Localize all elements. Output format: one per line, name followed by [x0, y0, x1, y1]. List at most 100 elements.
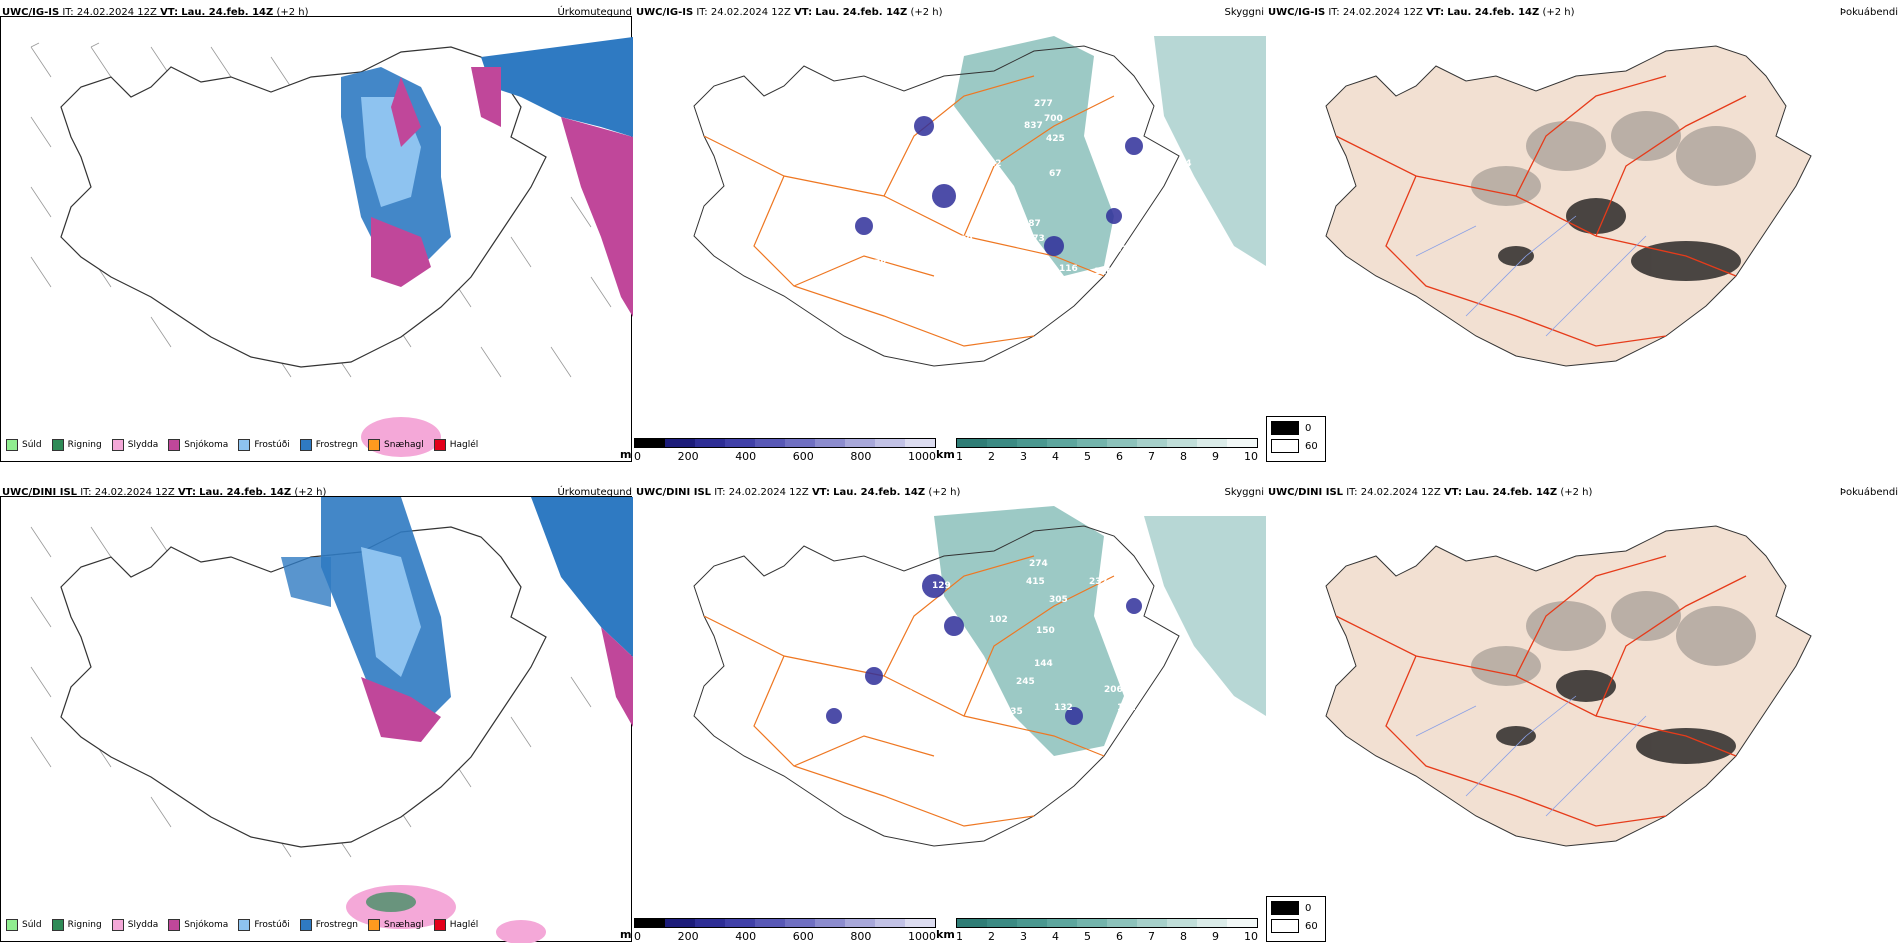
precip-map[interactable] — [0, 496, 633, 944]
ceiling-label: 116 — [1059, 264, 1078, 274]
precip-map[interactable] — [0, 16, 633, 462]
ceiling-label: 267 — [1122, 109, 1141, 119]
legend-item: Frostregn — [299, 919, 358, 931]
ceiling-label: 122 — [892, 601, 911, 611]
ceiling-label: 173 — [1026, 234, 1045, 244]
rivers — [1415, 695, 1647, 817]
iceland-outline — [693, 525, 1180, 847]
panel-header: UWC/DINI ISL IT: 24.02.2024 12Z VT: Lau.… — [1268, 487, 1898, 498]
legend-item: Slydda — [111, 919, 158, 931]
ceiling-label: 385 — [1156, 615, 1175, 625]
height-colorbar: 0 200 400 600 800 1000 m — [620, 918, 936, 943]
panel-title: Skyggni — [1224, 7, 1264, 18]
ceiling-label: 176 — [992, 257, 1011, 267]
legend-item: Súld — [6, 919, 42, 931]
ceiling-label: 987 — [1022, 219, 1041, 229]
height-colorbar: 0 200 400 600 800 1000 m — [620, 438, 936, 463]
visibility-panel-2: UWC/DINI ISL IT: 24.02.2024 12Z VT: Lau.… — [620, 480, 1266, 950]
visibility-map[interactable]: 277 700 837 425 180 267 78 102 12 236 13… — [634, 16, 1266, 462]
visibility-map[interactable]: 274 415 237 305 150 144 245 235 132 206 … — [634, 496, 1266, 942]
ceiling-label: 144 — [1034, 659, 1053, 669]
visibility-panel-1: UWC/IG-IS IT: 24.02.2024 12Z VT: Lau. 24… — [620, 0, 1266, 470]
visibility-colorbar: 1 2 3 4 5 6 7 8 9 10 km — [936, 438, 1258, 463]
ceiling-label: 152 — [1117, 703, 1136, 713]
legend-item: Súld — [6, 439, 42, 451]
fog-map[interactable] — [1266, 496, 1866, 942]
ceiling-label: 837 — [1024, 121, 1043, 131]
legend-item: Haglél — [433, 919, 478, 931]
ceiling-label: 120 — [1094, 267, 1113, 277]
precip-legend: Súld Rigning Slydda Snjókoma Frostúði Fr… — [6, 918, 478, 932]
fog-map[interactable] — [1266, 16, 1866, 462]
ceiling-label: 139 — [954, 235, 973, 245]
panel-header: UWC/IG-IS IT: 24.02.2024 12Z VT: Lau. 24… — [1268, 7, 1898, 18]
legend-item: Snæhagl — [368, 919, 424, 931]
legend-item: Slydda — [111, 439, 158, 451]
ceiling-label: 102 — [989, 615, 1008, 625]
road-network — [1335, 75, 1747, 347]
road-network — [1335, 555, 1747, 827]
ceiling-label: 132 — [1054, 703, 1073, 713]
ceiling-label: 81 — [1162, 207, 1175, 217]
ceiling-label: 123 — [894, 689, 913, 699]
ceiling-label: 201 — [1016, 265, 1035, 275]
ceiling-label: 102 — [894, 239, 913, 249]
rivers — [1415, 215, 1647, 337]
ceiling-label: 150 — [1036, 626, 1055, 636]
legend-item: Frostúði — [238, 919, 290, 931]
ceiling-label: 337 — [944, 659, 963, 669]
ceiling-label: 83 — [878, 711, 891, 721]
ceiling-label: 245 — [1016, 677, 1035, 687]
ceiling-label: 237 — [1089, 577, 1108, 587]
fog-panel-1: UWC/IG-IS IT: 24.02.2024 12Z VT: Lau. 24… — [1266, 0, 1900, 470]
ceiling-label: 238 — [1164, 219, 1183, 229]
ceiling-label: 12 — [989, 159, 1002, 169]
ceiling-label: 425 — [1046, 134, 1065, 144]
iceland-land — [1325, 45, 1812, 367]
ceiling-label: 206 — [1104, 685, 1123, 695]
ceiling-label: 118 — [950, 689, 969, 699]
ceiling-label: 305 — [1049, 595, 1068, 605]
ceiling-label: 180 — [1089, 117, 1108, 127]
ceiling-label: 46 — [984, 699, 997, 709]
legend-item: Snjókoma — [168, 439, 228, 451]
panel-title: Úrkomutegund — [557, 487, 632, 498]
iceland-outline — [693, 45, 1180, 367]
ceiling-label: 236 — [949, 209, 968, 219]
panel-header: UWC/DINI ISL IT: 24.02.2024 12Z VT: Lau.… — [2, 487, 632, 498]
precip-type-panel-1: UWC/IG-IS IT: 24.02.2024 12Z VT: Lau. 24… — [0, 0, 634, 470]
ceiling-label: 78 — [874, 259, 887, 269]
legend-item: Snjókoma — [168, 919, 228, 931]
panel-title: Þokuábendi — [1839, 487, 1898, 498]
ceiling-label: 251 — [1109, 245, 1128, 255]
ceiling-label: 129 — [932, 581, 951, 591]
panel-title: Þokuábendi — [1839, 7, 1898, 18]
legend-item: Frostúði — [238, 439, 290, 451]
ceiling-label: 149 — [1174, 174, 1193, 184]
ceiling-label: 235 — [1004, 707, 1023, 717]
panel-header: UWC/DINI ISL IT: 24.02.2024 12Z VT: Lau.… — [636, 487, 1264, 498]
precip-type-panel-2: UWC/DINI ISL IT: 24.02.2024 12Z VT: Lau.… — [0, 480, 634, 950]
ceiling-label: 700 — [1044, 114, 1063, 124]
panel-title: Skyggni — [1224, 487, 1264, 498]
panel-header: UWC/IG-IS IT: 24.02.2024 12Z VT: Lau. 24… — [2, 7, 632, 18]
ceiling-label: 67 — [1049, 169, 1062, 179]
forecast-row-1: UWC/IG-IS IT: 24.02.2024 12Z VT: Lau. 24… — [0, 0, 1900, 470]
panel-header: UWC/IG-IS IT: 24.02.2024 12Z VT: Lau. 24… — [636, 7, 1264, 18]
fog-legend: 0 60 — [1266, 896, 1326, 942]
ceiling-label: 415 — [1026, 577, 1045, 587]
ceiling-label: 277 — [1034, 99, 1053, 109]
forecast-row-2: UWC/DINI ISL IT: 24.02.2024 12Z VT: Lau.… — [0, 480, 1900, 950]
precip-legend: Súld Rigning Slydda Snjókoma Frostúði Fr… — [6, 438, 478, 452]
visibility-colorbar: 1 2 3 4 5 6 7 8 9 10 km — [936, 918, 1258, 943]
road-network — [703, 75, 1115, 347]
legend-item: Rigning — [51, 439, 102, 451]
legend-item: Frostregn — [299, 439, 358, 451]
legend-item: Haglél — [433, 439, 478, 451]
ceiling-label: 565 — [1014, 889, 1033, 899]
fog-panel-2: UWC/DINI ISL IT: 24.02.2024 12Z VT: Lau.… — [1266, 480, 1900, 950]
fog-legend: 0 60 — [1266, 416, 1326, 462]
legend-item: Rigning — [51, 919, 102, 931]
panel-title: Úrkomutegund — [557, 7, 632, 18]
iceland-outline — [60, 46, 547, 368]
